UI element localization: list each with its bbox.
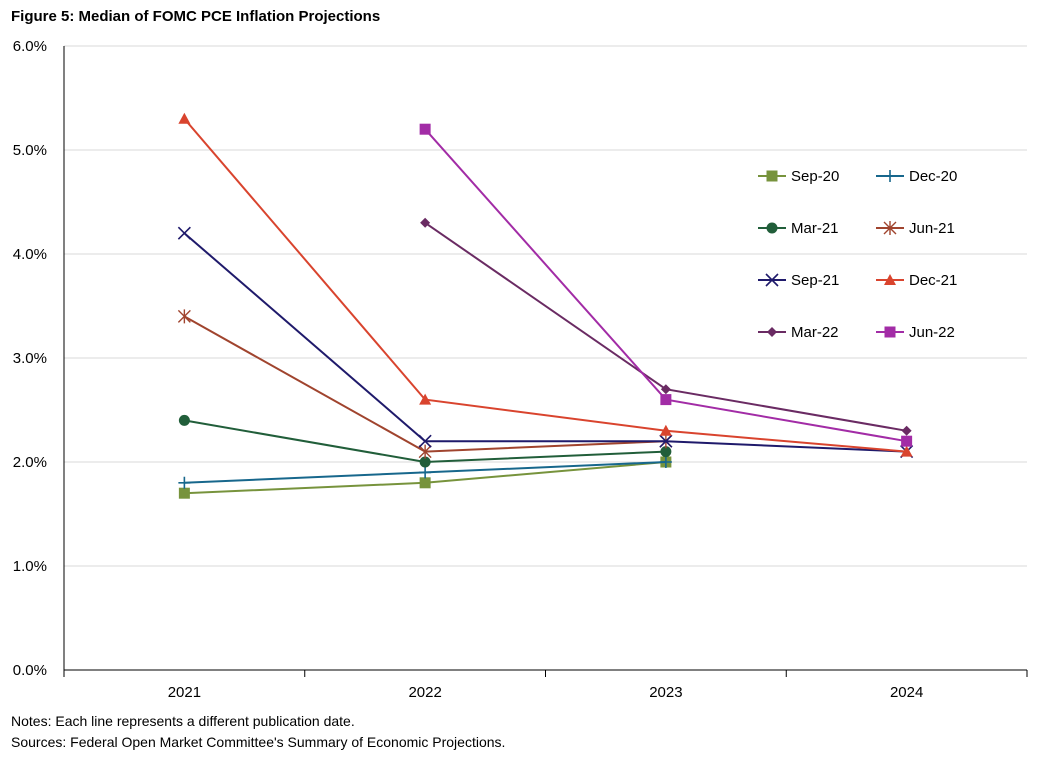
x-tick-label: 2021 bbox=[168, 684, 201, 701]
marker-circle bbox=[660, 446, 672, 458]
y-tick-label: 1.0% bbox=[13, 558, 47, 575]
marker-plus bbox=[659, 456, 672, 468]
series-jun-22 bbox=[419, 123, 913, 447]
marker-triangle bbox=[900, 445, 913, 457]
marker-square bbox=[901, 435, 913, 447]
marker-x bbox=[765, 273, 779, 287]
series-jun-21 bbox=[177, 309, 673, 459]
y-tick-label: 0.0% bbox=[13, 662, 47, 679]
y-tick-label: 2.0% bbox=[13, 454, 47, 471]
marker-diamond bbox=[660, 384, 671, 395]
y-tick-label: 3.0% bbox=[13, 350, 47, 367]
marker-square bbox=[766, 170, 778, 182]
legend-item: Jun-21 bbox=[876, 220, 955, 237]
x-tick-label: 2022 bbox=[408, 684, 441, 701]
marker-square bbox=[419, 477, 431, 489]
marker-triangle bbox=[178, 112, 191, 124]
legend-label: Sep-21 bbox=[791, 272, 839, 289]
legend-label: Dec-21 bbox=[909, 272, 957, 289]
y-tick-label: 4.0% bbox=[13, 246, 47, 263]
series-dec-21 bbox=[178, 112, 913, 457]
series-mar-22 bbox=[420, 217, 912, 436]
axes bbox=[63, 46, 1028, 677]
marker-diamond bbox=[767, 327, 777, 337]
marker-square bbox=[660, 394, 672, 406]
y-tick-labels: 0.0% 1.0% 2.0% 3.0% 4.0% 5.0% 6.0% bbox=[13, 38, 47, 679]
marker-plus bbox=[419, 466, 432, 479]
marker-star bbox=[418, 444, 432, 459]
chart-notes: Notes: Each line represents a different … bbox=[11, 711, 505, 753]
legend-label: Jun-22 bbox=[909, 324, 955, 341]
legend-label: Jun-21 bbox=[909, 220, 955, 237]
marker-circle bbox=[419, 456, 431, 468]
x-tick-label: 2023 bbox=[649, 684, 682, 701]
chart-title: Figure 5: Median of FOMC PCE Inflation P… bbox=[11, 8, 381, 25]
legend-item: Dec-21 bbox=[876, 272, 957, 289]
notes-text: Notes: Each line represents a different … bbox=[11, 713, 355, 729]
y-tick-label: 6.0% bbox=[13, 38, 47, 55]
marker-square bbox=[178, 487, 190, 499]
line-chart: 0.0%1.0%2.0%3.0%4.0%5.0%6.0% 2021 2022 202… bbox=[13, 38, 1028, 701]
series-lines bbox=[177, 112, 914, 499]
marker-diamond bbox=[420, 217, 431, 228]
marker-circle bbox=[766, 222, 778, 234]
series-line bbox=[183, 118, 907, 453]
marker-star bbox=[177, 309, 191, 324]
marker-diamond bbox=[901, 425, 912, 436]
marker-triangle bbox=[419, 393, 432, 405]
series-mar-21 bbox=[178, 414, 672, 468]
legend: Sep-20 Dec-20 Mar-21 Jun-21 Sep-21 Dec-21 Mar-… bbox=[758, 168, 957, 341]
marker-plus bbox=[884, 170, 896, 182]
legend-item: Mar-21 bbox=[758, 220, 839, 237]
legend-label: Dec-20 bbox=[909, 168, 957, 185]
gridlines bbox=[64, 45, 1027, 567]
marker-plus bbox=[178, 476, 191, 489]
marker-x bbox=[659, 434, 673, 448]
x-tick-labels: 2021 2022 2023 2024 bbox=[168, 684, 924, 701]
legend-label: Sep-20 bbox=[791, 168, 839, 185]
marker-star bbox=[883, 221, 897, 235]
y-tick-label: 5.0% bbox=[13, 142, 47, 159]
marker-x bbox=[177, 226, 191, 240]
legend-item: Sep-20 bbox=[758, 168, 839, 185]
sources-text: Sources: Federal Open Market Committee's… bbox=[11, 734, 506, 750]
legend-label: Mar-21 bbox=[791, 220, 839, 237]
legend-item: Dec-20 bbox=[876, 168, 957, 185]
x-tick-label: 2024 bbox=[890, 684, 923, 701]
marker-triangle bbox=[884, 274, 896, 285]
series-dec-20 bbox=[178, 456, 672, 489]
series-line bbox=[183, 232, 907, 453]
marker-triangle bbox=[659, 424, 672, 436]
series-line bbox=[183, 315, 666, 453]
legend-item: Jun-22 bbox=[876, 324, 955, 341]
legend-item: Sep-21 bbox=[758, 272, 839, 289]
marker-square bbox=[884, 326, 896, 338]
legend-item: Mar-22 bbox=[758, 324, 839, 341]
legend-label: Mar-22 bbox=[791, 324, 839, 341]
marker-circle bbox=[178, 414, 190, 426]
marker-square bbox=[419, 123, 431, 135]
marker-x bbox=[418, 434, 432, 448]
